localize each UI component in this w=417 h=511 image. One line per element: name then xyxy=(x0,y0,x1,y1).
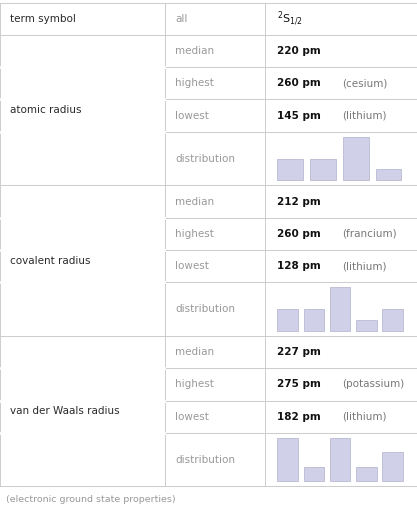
Text: median: median xyxy=(175,46,214,56)
Bar xyxy=(376,170,402,180)
Bar xyxy=(356,320,377,331)
Text: (cesium): (cesium) xyxy=(342,78,387,88)
Bar xyxy=(277,309,298,331)
Text: median: median xyxy=(175,347,214,357)
Bar xyxy=(277,438,298,481)
Text: 275 pm: 275 pm xyxy=(277,379,321,389)
Text: 260 pm: 260 pm xyxy=(277,229,321,239)
Text: all: all xyxy=(175,14,188,24)
Text: lowest: lowest xyxy=(175,412,209,422)
Text: $\mathregular{^2S_{1/2}}$: $\mathregular{^2S_{1/2}}$ xyxy=(277,9,303,28)
Text: (francium): (francium) xyxy=(342,229,397,239)
Text: highest: highest xyxy=(175,78,214,88)
Bar xyxy=(330,287,350,331)
Text: covalent radius: covalent radius xyxy=(10,256,91,266)
Text: median: median xyxy=(175,197,214,206)
Text: (electronic ground state properties): (electronic ground state properties) xyxy=(6,496,176,504)
Bar xyxy=(277,158,303,180)
Text: atomic radius: atomic radius xyxy=(10,105,82,115)
Text: (lithium): (lithium) xyxy=(342,110,387,121)
Text: 128 pm: 128 pm xyxy=(277,261,321,271)
Bar xyxy=(382,309,403,331)
Text: 227 pm: 227 pm xyxy=(277,347,321,357)
Text: distribution: distribution xyxy=(175,455,235,464)
Text: distribution: distribution xyxy=(175,154,235,164)
Bar xyxy=(343,137,369,180)
Text: (lithium): (lithium) xyxy=(342,412,387,422)
Text: 220 pm: 220 pm xyxy=(277,46,321,56)
Text: highest: highest xyxy=(175,229,214,239)
Bar xyxy=(330,438,350,481)
Text: 145 pm: 145 pm xyxy=(277,110,321,121)
Text: 260 pm: 260 pm xyxy=(277,78,321,88)
Text: 212 pm: 212 pm xyxy=(277,197,321,206)
Bar xyxy=(304,309,324,331)
Text: highest: highest xyxy=(175,379,214,389)
Text: 182 pm: 182 pm xyxy=(277,412,321,422)
Text: distribution: distribution xyxy=(175,304,235,314)
Text: (potassium): (potassium) xyxy=(342,379,404,389)
Text: (lithium): (lithium) xyxy=(342,261,387,271)
Bar xyxy=(356,467,377,481)
Text: van der Waals radius: van der Waals radius xyxy=(10,406,120,416)
Bar xyxy=(304,467,324,481)
Text: term symbol: term symbol xyxy=(10,14,76,24)
Text: lowest: lowest xyxy=(175,110,209,121)
Bar xyxy=(310,158,336,180)
Text: lowest: lowest xyxy=(175,261,209,271)
Bar xyxy=(382,452,403,481)
